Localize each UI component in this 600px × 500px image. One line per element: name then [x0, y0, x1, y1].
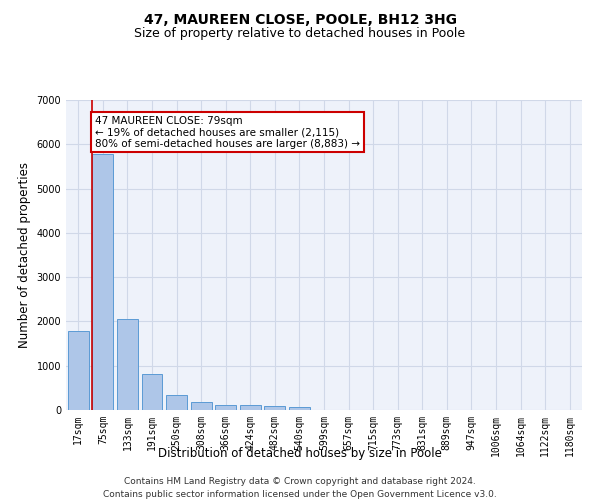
Text: 47, MAUREEN CLOSE, POOLE, BH12 3HG: 47, MAUREEN CLOSE, POOLE, BH12 3HG	[143, 12, 457, 26]
Bar	[191, 402, 212, 410]
Text: 47 MAUREEN CLOSE: 79sqm
← 19% of detached houses are smaller (2,115)
80% of semi: 47 MAUREEN CLOSE: 79sqm ← 19% of detache…	[95, 116, 360, 148]
Bar	[142, 374, 163, 410]
Text: Contains public sector information licensed under the Open Government Licence v3: Contains public sector information licen…	[103, 490, 497, 499]
Bar	[289, 406, 310, 410]
Text: Contains HM Land Registry data © Crown copyright and database right 2024.: Contains HM Land Registry data © Crown c…	[124, 478, 476, 486]
Bar	[166, 394, 187, 410]
Bar	[215, 404, 236, 410]
Bar	[92, 154, 113, 410]
Bar	[265, 406, 286, 410]
Text: Size of property relative to detached houses in Poole: Size of property relative to detached ho…	[134, 28, 466, 40]
Y-axis label: Number of detached properties: Number of detached properties	[18, 162, 31, 348]
Text: Distribution of detached houses by size in Poole: Distribution of detached houses by size …	[158, 448, 442, 460]
Bar	[68, 331, 89, 410]
Bar	[240, 405, 261, 410]
Bar	[117, 319, 138, 410]
